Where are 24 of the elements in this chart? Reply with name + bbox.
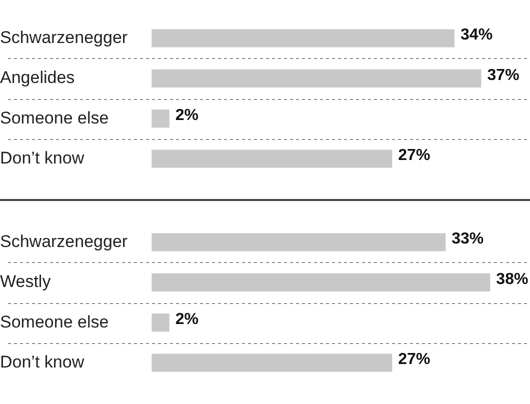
bar xyxy=(152,273,490,292)
y-tick-label: Don’t know xyxy=(0,148,85,168)
bar xyxy=(152,29,455,48)
bar xyxy=(152,150,392,168)
y-tick-label: Angelides xyxy=(0,68,75,88)
data-label: 2% xyxy=(175,310,199,328)
y-tick-label: Don’t know xyxy=(0,352,85,372)
y-tick-label: Someone else xyxy=(0,108,109,128)
data-label: 27% xyxy=(398,351,430,368)
bar xyxy=(152,314,170,332)
data-label: 34% xyxy=(460,26,493,44)
data-label: 2% xyxy=(175,106,199,124)
bar xyxy=(152,69,482,88)
bar xyxy=(152,110,170,128)
data-label: 38% xyxy=(496,270,528,288)
data-label: 27% xyxy=(398,147,430,164)
bar xyxy=(152,354,392,372)
y-tick-label: Schwarzenegger xyxy=(0,28,128,47)
y-tick-label: Westly xyxy=(0,272,52,292)
y-tick-label: Schwarzenegger xyxy=(0,232,128,251)
y-tick-label: Someone else xyxy=(0,312,109,332)
data-label: 33% xyxy=(452,230,484,248)
data-label: 37% xyxy=(487,66,520,84)
bar xyxy=(152,233,446,252)
